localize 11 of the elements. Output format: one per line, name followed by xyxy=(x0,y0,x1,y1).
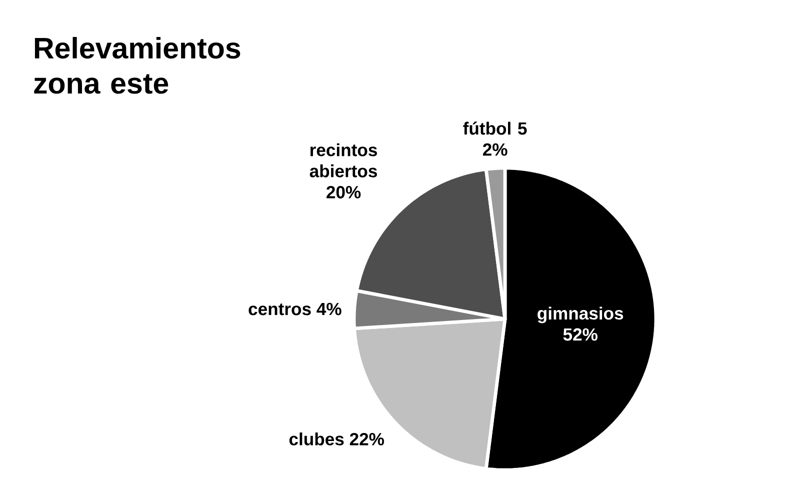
data-label: 20% xyxy=(326,186,361,198)
data-label: 52% xyxy=(563,328,598,341)
slice-label: recintos abiertos xyxy=(310,143,377,178)
data-label: 2% xyxy=(482,143,508,156)
data-label: 22% xyxy=(350,432,384,446)
data-label: 4% xyxy=(316,302,342,316)
chart-title: Relevamientos zona este xyxy=(34,36,240,94)
slice-label: gimnasios xyxy=(538,306,624,324)
slice-label: fútbol 5 xyxy=(463,122,527,135)
slice-label: clubes xyxy=(289,432,344,446)
slice-label: centros xyxy=(248,304,311,316)
